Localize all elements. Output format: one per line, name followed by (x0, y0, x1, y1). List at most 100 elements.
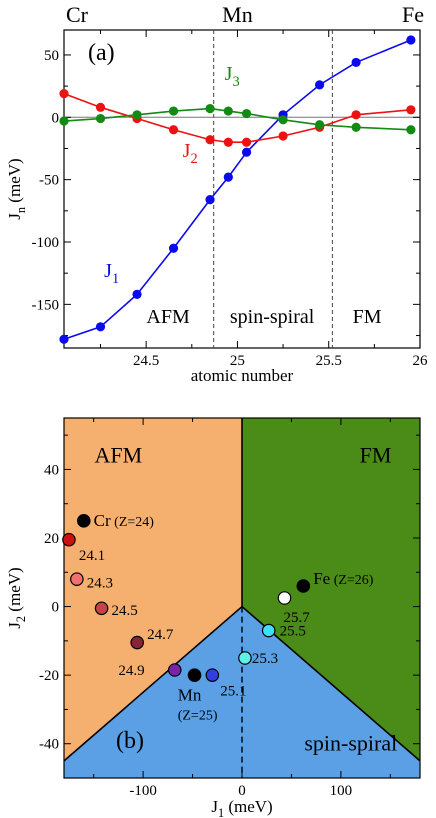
x-tick-label: 25.5 (316, 353, 342, 369)
data-point-j2 (241, 137, 252, 147)
point-label-main: 25.7 (284, 610, 311, 626)
point-label-main: Mn (178, 686, 202, 705)
data-point-j2 (223, 137, 233, 147)
x-tick-label: 26 (413, 353, 429, 369)
y-axis-label-unit: (meV) (5, 567, 24, 616)
panel-label-a: (a) (88, 40, 115, 66)
x-tick-label: 24.5 (133, 353, 159, 369)
y-tick-label: 40 (44, 462, 59, 478)
data-point-j1 (59, 334, 69, 344)
point-label-main: 24.9 (118, 663, 144, 679)
data-point (130, 635, 144, 650)
region-label: spin-spiral (304, 731, 397, 756)
series-label-j2-sub: 2 (190, 151, 197, 167)
y-tick-label: 20 (44, 531, 59, 547)
fm-region (242, 418, 420, 761)
point-label-extra: (Z=24) (111, 515, 155, 530)
data-point-j1 (351, 57, 361, 68)
point-label-main: 24.5 (111, 603, 137, 619)
y-tick-label: -50 (39, 173, 59, 189)
data-point-j3 (314, 120, 325, 130)
x-tick-label: 25 (230, 353, 245, 369)
data-point (296, 579, 311, 593)
panel-label-b: (b) (116, 728, 144, 754)
panel-b-points (62, 514, 311, 682)
point-label: 25.5 (280, 624, 306, 640)
series-label-j3-sub: 3 (232, 74, 239, 90)
x-axis-label: atomic number (191, 366, 294, 385)
data-point-j2 (278, 131, 288, 141)
x-tick-label: -100 (129, 783, 157, 799)
data-point (277, 591, 292, 605)
x-axis-label-sub: 1 (218, 806, 224, 818)
series-label-j1: J1 (104, 260, 119, 287)
data-point (167, 663, 182, 677)
x-tick-label: 0 (238, 783, 246, 799)
y-tick-label: -20 (39, 668, 59, 684)
series-label-j1-sub: 1 (112, 271, 119, 287)
region-label: FM (360, 443, 392, 468)
y-axis-label-main: J (5, 622, 24, 629)
point-label: 25.3 (252, 651, 278, 667)
data-point (94, 601, 109, 616)
y-tick-label: 0 (52, 600, 60, 616)
series-label-j2-main: J (183, 140, 191, 162)
point-label: 24.9 (118, 663, 144, 679)
y-axis-label-sub: 2 (14, 616, 28, 622)
point-label-main: Fe (313, 569, 330, 588)
point-label-main: Cr (94, 511, 111, 530)
data-point-j2 (95, 102, 106, 112)
x-axis-label: J1 (meV) (211, 797, 272, 818)
y-tick-label: -150 (32, 297, 60, 313)
data-point (205, 668, 220, 682)
point-label: Cr (Z=24) (94, 511, 155, 530)
series-label-j3: J3 (225, 63, 240, 90)
point-label-main: 24.1 (79, 548, 105, 564)
x-axis-label-main: J (211, 797, 218, 816)
data-point-j1 (314, 80, 325, 90)
phase-label: spin-spiral (230, 306, 315, 328)
phase-label: FM (353, 306, 382, 328)
y-axis-label-sub: n (14, 207, 28, 213)
series-label-j3-main: J (225, 63, 233, 85)
mn-sublabel: (Z=25) (178, 709, 218, 724)
element-label-cr: Cr (66, 2, 89, 27)
data-point-j1 (168, 243, 179, 253)
series-label-j1-main: J (104, 260, 112, 282)
y-tick-label: 0 (52, 110, 60, 126)
data-point-j1 (241, 147, 252, 157)
y-tick-label: 50 (44, 48, 59, 64)
data-point-j2 (205, 135, 215, 145)
region-label: AFM (95, 443, 143, 468)
data-point-j3 (59, 116, 69, 126)
phase-label: AFM (146, 306, 190, 328)
data-point-j3 (278, 115, 288, 125)
point-label: Fe (Z=26) (313, 569, 374, 588)
data-point-j3 (168, 106, 179, 116)
data-point-j1 (95, 322, 106, 332)
element-label-mn: Mn (222, 2, 253, 27)
y-axis-label-main: J (5, 213, 24, 220)
data-point-j1 (205, 195, 215, 205)
data-point-j3 (406, 125, 416, 135)
point-label: 24.5 (111, 603, 137, 619)
data-point-j2 (351, 110, 361, 120)
panel-b-text: -100 0 100 40 20 0 -20 -40 AFM FM spin-spiral (b) Cr… (5, 443, 397, 818)
x-axis-label-unit: (meV) (224, 797, 273, 816)
data-point-j2 (168, 125, 179, 135)
data-point (62, 532, 76, 547)
data-point-j1 (406, 35, 416, 45)
point-label: 25.1 (220, 684, 246, 700)
phase-regions (63, 418, 421, 778)
point-label-main: 24.7 (147, 627, 174, 643)
phase-boundaries (213, 30, 333, 348)
data-point-j2 (59, 89, 69, 99)
y-axis-label: Jn (meV) (5, 158, 28, 219)
panel-a-frame (63, 29, 421, 349)
series-label-j2: J2 (183, 140, 198, 167)
point-label: 25.7 (284, 610, 311, 626)
data-point-j2 (406, 105, 416, 115)
afm-spiral-boundary (63, 605, 243, 762)
